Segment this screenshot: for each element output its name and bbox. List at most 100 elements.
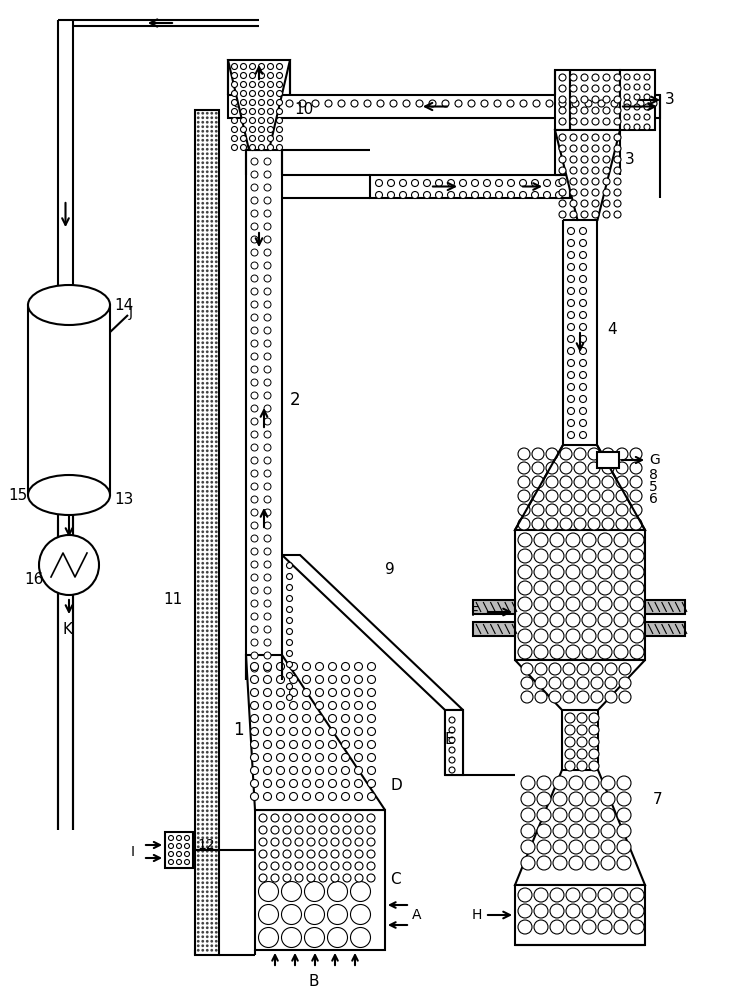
Circle shape (328, 662, 336, 670)
Circle shape (215, 247, 218, 250)
Circle shape (264, 535, 271, 542)
Circle shape (210, 485, 213, 488)
Circle shape (518, 565, 532, 579)
Circle shape (206, 395, 209, 398)
Circle shape (206, 481, 209, 484)
Circle shape (210, 521, 213, 524)
Circle shape (580, 312, 586, 318)
Circle shape (210, 755, 213, 758)
Circle shape (580, 420, 586, 426)
Circle shape (286, 662, 292, 668)
Circle shape (328, 676, 336, 684)
Circle shape (598, 597, 612, 611)
Circle shape (644, 114, 650, 120)
Circle shape (206, 688, 209, 691)
Circle shape (201, 692, 204, 695)
Circle shape (201, 809, 204, 812)
Circle shape (619, 691, 631, 703)
Circle shape (544, 180, 551, 186)
Circle shape (215, 229, 218, 232)
Circle shape (537, 776, 551, 790)
Circle shape (197, 139, 200, 142)
Circle shape (201, 638, 204, 641)
Circle shape (277, 728, 284, 736)
Circle shape (580, 383, 586, 390)
Circle shape (215, 616, 218, 619)
Circle shape (598, 533, 612, 547)
Circle shape (634, 74, 640, 80)
Circle shape (215, 647, 218, 650)
Circle shape (215, 521, 218, 524)
Circle shape (206, 868, 209, 871)
Circle shape (206, 800, 209, 803)
Circle shape (197, 175, 200, 178)
Circle shape (184, 844, 189, 848)
Circle shape (201, 332, 204, 335)
Circle shape (201, 886, 204, 889)
Circle shape (325, 100, 332, 107)
Circle shape (201, 701, 204, 704)
Circle shape (210, 683, 213, 686)
Circle shape (231, 64, 237, 70)
Circle shape (206, 737, 209, 740)
Circle shape (532, 490, 544, 502)
Circle shape (251, 444, 258, 451)
Circle shape (201, 850, 204, 853)
Circle shape (206, 571, 209, 574)
Circle shape (215, 904, 218, 907)
Circle shape (210, 346, 213, 349)
Circle shape (251, 496, 258, 503)
Circle shape (206, 413, 209, 416)
Circle shape (210, 431, 213, 434)
Circle shape (197, 490, 200, 493)
Circle shape (518, 518, 530, 530)
Circle shape (197, 269, 200, 272)
Circle shape (574, 490, 586, 502)
Text: 11: 11 (163, 592, 182, 607)
Circle shape (471, 192, 478, 198)
Circle shape (581, 145, 588, 152)
Circle shape (251, 587, 258, 594)
Circle shape (259, 82, 265, 88)
Circle shape (169, 836, 174, 840)
Circle shape (268, 144, 274, 150)
Circle shape (215, 265, 218, 268)
Circle shape (354, 792, 363, 800)
Circle shape (206, 346, 209, 349)
Circle shape (197, 719, 200, 722)
Circle shape (603, 189, 610, 196)
Circle shape (354, 714, 363, 722)
Circle shape (201, 148, 204, 151)
Circle shape (206, 584, 209, 587)
Circle shape (264, 548, 271, 555)
Circle shape (206, 404, 209, 407)
Circle shape (210, 242, 213, 245)
Circle shape (206, 674, 209, 677)
Circle shape (580, 336, 586, 342)
Circle shape (210, 472, 213, 475)
Circle shape (581, 200, 588, 207)
Circle shape (197, 589, 200, 592)
Circle shape (206, 823, 209, 826)
Circle shape (582, 904, 596, 918)
Circle shape (215, 557, 218, 560)
Circle shape (206, 832, 209, 835)
Circle shape (304, 904, 325, 924)
Circle shape (354, 766, 363, 774)
Circle shape (201, 737, 204, 740)
Circle shape (215, 782, 218, 785)
Circle shape (210, 719, 213, 722)
Circle shape (201, 368, 204, 371)
Circle shape (520, 100, 527, 107)
Circle shape (215, 886, 218, 889)
Circle shape (251, 702, 259, 710)
Bar (473, 622, 515, 636)
Circle shape (197, 778, 200, 781)
Circle shape (215, 913, 218, 916)
Circle shape (210, 184, 213, 187)
Circle shape (624, 94, 630, 100)
Circle shape (368, 780, 375, 788)
Bar (445, 710, 463, 775)
Circle shape (585, 840, 599, 854)
Circle shape (568, 300, 574, 306)
